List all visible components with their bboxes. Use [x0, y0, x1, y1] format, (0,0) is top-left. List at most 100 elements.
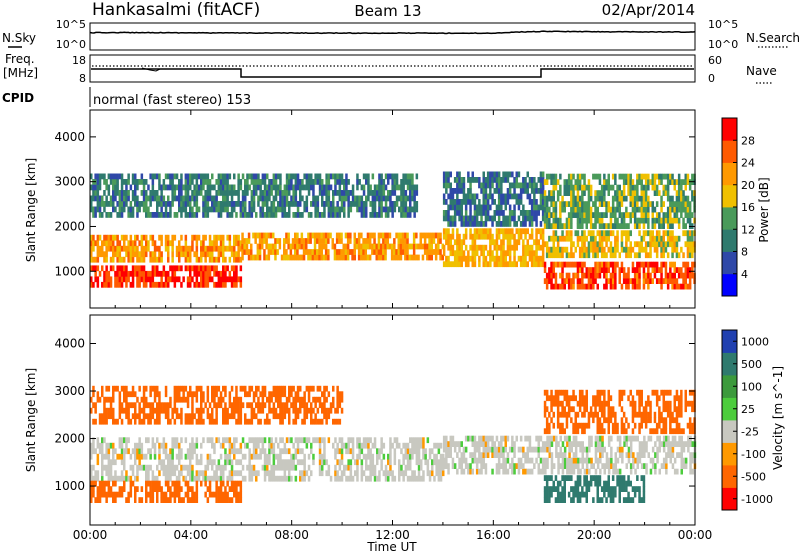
data-cell — [351, 448, 355, 455]
data-cell — [622, 480, 626, 487]
data-cell — [404, 243, 407, 250]
data-cell — [252, 464, 256, 471]
data-cell — [145, 453, 148, 460]
data-cell — [241, 475, 245, 482]
data-cell — [215, 475, 218, 482]
data-cell — [305, 243, 308, 250]
data-cell — [460, 250, 463, 257]
data-cell — [576, 272, 580, 279]
data-cell — [202, 270, 205, 277]
data-cell — [149, 173, 152, 180]
data-cell — [142, 190, 146, 196]
data-cell — [266, 464, 269, 471]
data-cell — [404, 470, 408, 477]
data-cell — [406, 459, 410, 466]
data-cell — [239, 212, 243, 218]
data-cell — [175, 464, 179, 471]
data-cell — [351, 249, 354, 255]
data-cell — [471, 239, 474, 246]
data-cell — [638, 283, 641, 290]
data-cell — [178, 413, 181, 420]
data-cell — [585, 184, 588, 191]
data-cell — [360, 195, 364, 202]
data-cell — [406, 254, 409, 261]
data-cell — [475, 463, 479, 469]
data-cell — [208, 184, 212, 191]
data-cell — [642, 480, 646, 487]
data-cell — [413, 206, 416, 213]
data-cell — [475, 233, 479, 240]
data-cell — [158, 173, 161, 180]
data-cell — [594, 190, 597, 196]
data-cell — [217, 437, 221, 444]
data-cell — [175, 276, 179, 283]
data-cell — [620, 195, 624, 202]
data-cell — [660, 252, 663, 259]
data-cell — [616, 435, 620, 442]
data-cell — [688, 201, 692, 207]
data-cell — [506, 457, 510, 464]
data-cell — [530, 255, 534, 262]
data-cell — [112, 418, 115, 425]
data-cell — [500, 244, 503, 251]
data-cell — [478, 446, 481, 453]
data-cell — [469, 215, 472, 222]
data-cell — [627, 252, 630, 259]
data-cell — [96, 491, 100, 498]
data-cell — [171, 437, 174, 444]
data-cell — [173, 464, 177, 471]
data-cell — [500, 441, 503, 447]
data-cell — [627, 278, 630, 284]
data-cell — [245, 249, 249, 255]
data-cell — [603, 468, 606, 475]
data-cell — [402, 470, 405, 477]
data-cell — [252, 173, 256, 180]
data-cell — [120, 437, 124, 444]
data-cell — [473, 215, 477, 222]
data-cell — [665, 435, 668, 442]
data-cell — [162, 442, 166, 449]
data-cell — [206, 270, 210, 277]
data-cell — [140, 245, 144, 252]
data-cell — [219, 281, 223, 288]
data-cell — [669, 235, 672, 242]
data-cell — [576, 497, 580, 503]
data-cell — [153, 270, 157, 277]
data-cell — [618, 184, 621, 191]
data-cell — [118, 276, 122, 283]
data-cell — [211, 195, 214, 202]
data-cell — [570, 212, 573, 218]
data-cell — [112, 265, 115, 272]
data-cell — [287, 254, 290, 261]
data-cell — [347, 212, 350, 218]
data-cell — [324, 238, 328, 244]
data-cell — [649, 272, 652, 279]
data-cell — [312, 179, 315, 185]
data-cell — [103, 281, 106, 288]
data-cell — [277, 459, 280, 466]
data-cell — [587, 201, 591, 207]
data-cell — [123, 437, 126, 444]
data-cell — [400, 190, 403, 196]
data-cell — [94, 475, 97, 482]
data-cell — [401, 232, 405, 239]
data-cell — [162, 459, 166, 466]
data-cell — [123, 480, 126, 487]
data-cell — [173, 391, 177, 398]
data-cell — [94, 195, 97, 202]
data-cell — [112, 184, 115, 191]
data-cell — [548, 452, 551, 458]
data-cell — [217, 251, 221, 258]
data-cell — [669, 452, 672, 458]
data-cell — [94, 418, 97, 425]
data-cell — [528, 468, 532, 475]
data-cell — [191, 190, 194, 196]
data-cell — [478, 221, 481, 227]
data-cell — [495, 204, 499, 211]
data-cell — [365, 206, 368, 213]
data-cell — [96, 256, 100, 263]
data-cell — [140, 251, 144, 258]
data-cell — [552, 184, 555, 191]
data-cell — [318, 179, 322, 185]
data-cell — [318, 173, 322, 180]
